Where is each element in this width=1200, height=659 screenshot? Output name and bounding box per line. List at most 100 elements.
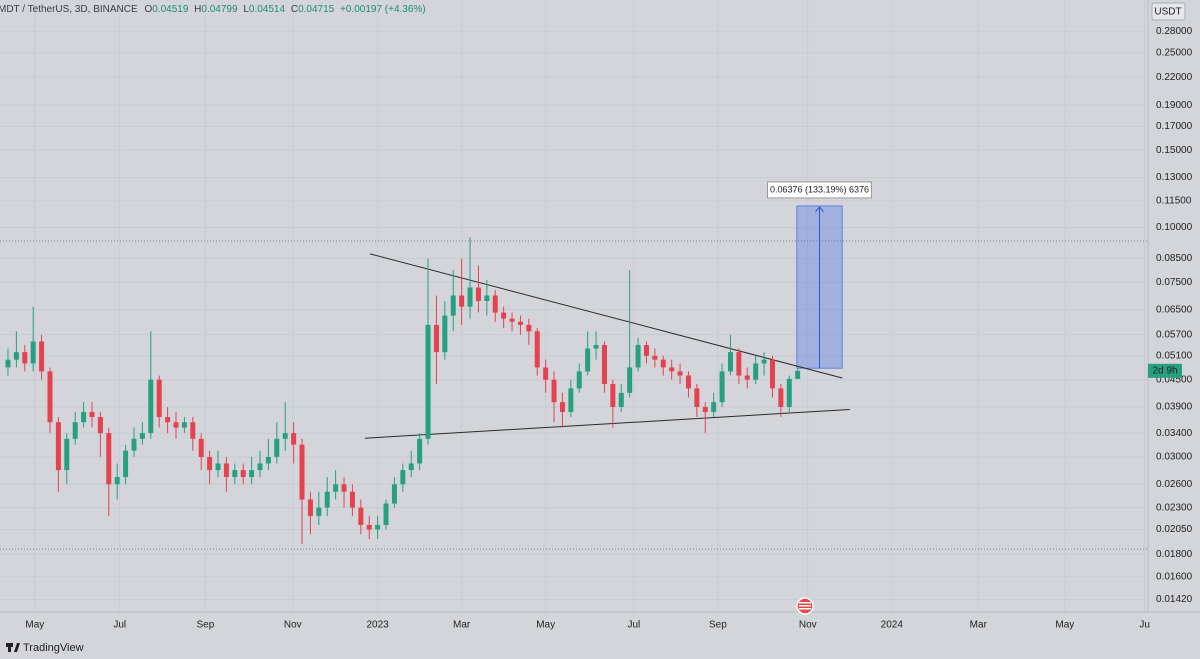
candle-body — [97, 417, 103, 434]
candle-body — [307, 499, 313, 517]
candle-body — [450, 295, 456, 316]
candle-body — [601, 344, 607, 384]
candle-body — [123, 450, 129, 478]
candle-body — [232, 470, 238, 478]
y-tick-label: 0.13000 — [1156, 172, 1193, 183]
candle-body — [223, 463, 229, 478]
candle-body — [13, 352, 19, 360]
candle-body — [643, 344, 649, 356]
candle-body — [274, 438, 280, 457]
candle-body — [459, 295, 465, 307]
candle-body — [795, 370, 801, 379]
candle-body — [669, 367, 675, 372]
candle-body — [215, 463, 221, 471]
y-tick-label: 0.11500 — [1156, 196, 1192, 207]
candle-body — [761, 359, 767, 364]
candle-body — [685, 375, 691, 389]
trendline — [369, 253, 843, 379]
candle-body — [5, 359, 11, 368]
candle-body — [635, 344, 641, 368]
currency-box — [1151, 2, 1186, 21]
candle-body — [408, 463, 414, 471]
ohlc-value: 0.04799 — [201, 4, 238, 15]
x-tick-label: May — [1055, 620, 1074, 631]
x-tick-label: Mar — [970, 620, 988, 631]
y-tick-label: 0.10000 — [1156, 222, 1193, 233]
y-tick-label: 0.25000 — [1156, 48, 1193, 59]
candle-body — [366, 524, 372, 530]
y-tick-label: 0.07500 — [1156, 277, 1193, 288]
candle-body — [358, 507, 364, 525]
candle-body — [131, 438, 137, 451]
candle-body — [475, 287, 481, 302]
x-tick-label: May — [536, 620, 555, 631]
x-tick-label: May — [25, 620, 44, 631]
candle-body — [22, 352, 28, 364]
ohlc-value: 0.04715 — [298, 4, 335, 15]
ohlc-label: O — [144, 4, 152, 15]
y-tick-label: 0.01600 — [1156, 571, 1193, 582]
y-tick-label: 0.02600 — [1156, 479, 1193, 490]
candle-body — [291, 433, 297, 445]
ohlc-label: L — [243, 4, 249, 15]
candle-body — [677, 371, 683, 376]
x-tick-label: Jul — [627, 620, 640, 631]
countdown-box — [1148, 363, 1182, 378]
y-tick-label: 0.03400 — [1156, 428, 1193, 439]
x-tick-label: 2024 — [881, 620, 904, 631]
projection-label-box — [767, 181, 873, 199]
candle-body — [551, 379, 557, 403]
candle-body — [753, 363, 759, 380]
candle-body — [442, 315, 448, 353]
candle-body — [39, 341, 45, 372]
events-icon[interactable] — [796, 597, 814, 615]
y-tick-label: 0.02050 — [1156, 524, 1193, 535]
y-tick-label: 0.03900 — [1156, 402, 1193, 413]
y-tick-label: 0.01800 — [1156, 549, 1193, 560]
x-tick-label: Nov — [799, 620, 817, 631]
candle-body — [694, 388, 700, 407]
candle-body — [467, 287, 473, 307]
header: MDT / TetherUS, 3D, BINANCE O0.04519 H0.… — [0, 4, 426, 15]
candle-body — [534, 331, 540, 368]
candle-body — [492, 295, 498, 313]
overlay-layer: 0.06376 (133.19%) 6376 — [0, 181, 1148, 550]
candle-body — [769, 359, 775, 389]
candle-body — [47, 371, 53, 423]
x-tick-label: Sep — [709, 620, 727, 631]
y-tick-label: 0.22000 — [1156, 72, 1193, 83]
candle-body — [593, 344, 599, 349]
candle-body — [744, 375, 750, 380]
y-tick-label: 0.28000 — [1156, 26, 1193, 37]
candle-body — [165, 417, 171, 423]
candle-body — [198, 438, 204, 457]
candle-body — [316, 507, 322, 517]
change: +0.00197 (+4.36%) — [340, 4, 426, 15]
candle-body — [702, 406, 708, 412]
y-tick-label: 0.08500 — [1156, 253, 1193, 264]
projection-label: 0.06376 (133.19%) 6376 — [770, 184, 869, 194]
candle-body — [114, 477, 120, 485]
candle-body — [341, 484, 347, 492]
x-tick-label: Sep — [197, 620, 215, 631]
candle-body — [265, 456, 271, 464]
candle-body — [299, 444, 305, 500]
ohlc-value: 0.04519 — [152, 4, 189, 15]
candle-body — [89, 411, 95, 418]
y-tick-label: 0.05100 — [1156, 350, 1193, 361]
candle-body — [425, 324, 431, 439]
candle-body — [509, 318, 515, 322]
y-tick-label: 0.19000 — [1156, 100, 1193, 111]
trendline — [364, 408, 850, 439]
y-tick-label: 0.06500 — [1156, 304, 1193, 315]
candle-body — [727, 352, 733, 372]
candle-body — [501, 312, 507, 319]
candle-body — [517, 321, 523, 325]
candle-body — [391, 484, 397, 504]
candle-body — [72, 422, 78, 439]
candle-body — [333, 484, 339, 492]
candle-body — [156, 379, 162, 418]
candle-body — [433, 324, 439, 353]
candle-body — [148, 379, 154, 434]
candle-body — [660, 359, 666, 368]
